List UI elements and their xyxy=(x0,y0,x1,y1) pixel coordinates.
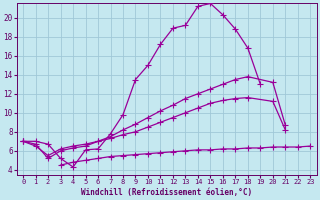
X-axis label: Windchill (Refroidissement éolien,°C): Windchill (Refroidissement éolien,°C) xyxy=(81,188,252,197)
